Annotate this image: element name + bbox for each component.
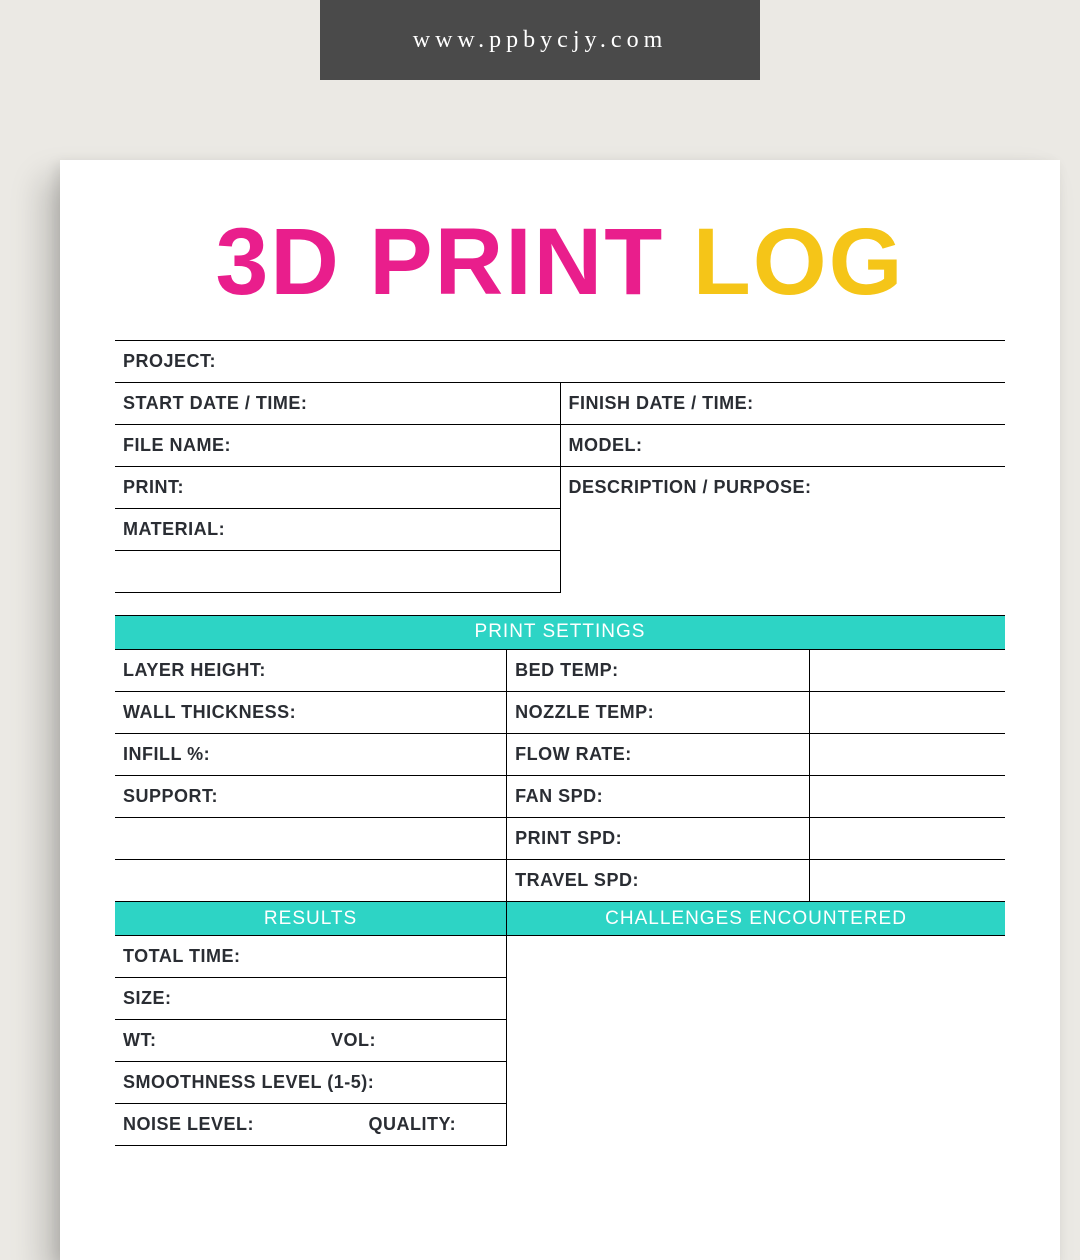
row-project: PROJECT: <box>115 341 1005 383</box>
row-printspd-val <box>809 817 1005 859</box>
page-title: 3D PRINT LOG <box>115 215 1005 310</box>
row-total: TOTAL TIME: <box>115 936 507 978</box>
log-sheet: 3D PRINT LOG PROJECT: START DATE / TIME:… <box>60 160 1060 1260</box>
row-blank3 <box>115 859 507 901</box>
row-printspd: PRINT SPD: <box>507 817 810 859</box>
row-model: MODEL: <box>560 425 1005 467</box>
row-size: SIZE: <box>115 978 507 1020</box>
row-bed: BED TEMP: <box>507 649 810 691</box>
label-material: MATERIAL: <box>123 519 225 539</box>
row-file: FILE NAME: <box>115 425 560 467</box>
row-flow: FLOW RATE: <box>507 733 810 775</box>
challenges-header: CHALLENGES ENCOUNTERED <box>507 902 1005 936</box>
row-print: PRINT: <box>115 467 560 509</box>
label-file: FILE NAME: <box>123 435 231 455</box>
row-nozzle-val <box>809 691 1005 733</box>
url-banner: www.ppbycjy.com <box>320 0 760 80</box>
row-blank1 <box>115 551 560 593</box>
row-layer: LAYER HEIGHT: <box>115 649 507 691</box>
label-noise: NOISE LEVEL: <box>123 1114 254 1135</box>
label-support: SUPPORT: <box>123 786 218 806</box>
row-bed-val <box>809 649 1005 691</box>
label-infill: INFILL %: <box>123 744 210 764</box>
row-material: MATERIAL: <box>115 509 560 551</box>
label-project: PROJECT: <box>123 351 216 371</box>
row-travel: TRAVEL SPD: <box>507 859 810 901</box>
label-flow: FLOW RATE: <box>515 744 632 764</box>
label-smooth: SMOOTHNESS LEVEL (1-5): <box>123 1072 374 1092</box>
label-model: MODEL: <box>569 435 643 455</box>
row-wt-vol: WT: VOL: <box>115 1020 507 1062</box>
label-desc: DESCRIPTION / PURPOSE: <box>569 477 812 497</box>
row-blank2 <box>115 817 507 859</box>
label-fan: FAN SPD: <box>515 786 603 806</box>
results-header: RESULTS <box>115 902 507 936</box>
row-flow-val <box>809 733 1005 775</box>
label-nozzle: NOZZLE TEMP: <box>515 702 654 722</box>
info-table: PROJECT: START DATE / TIME: FINISH DATE … <box>115 340 1005 615</box>
row-nozzle: NOZZLE TEMP: <box>507 691 810 733</box>
label-print: PRINT: <box>123 477 184 497</box>
label-wt: WT: <box>123 1030 156 1051</box>
row-start: START DATE / TIME: <box>115 383 560 425</box>
label-finish: FINISH DATE / TIME: <box>569 393 754 413</box>
label-vol: VOL: <box>331 1030 376 1050</box>
title-part2: LOG <box>693 209 905 315</box>
label-size: SIZE: <box>123 988 172 1008</box>
label-total: TOTAL TIME: <box>123 946 241 966</box>
row-fan-val <box>809 775 1005 817</box>
settings-table: PRINT SETTINGS LAYER HEIGHT: BED TEMP: W… <box>115 615 1005 902</box>
row-fan: FAN SPD: <box>507 775 810 817</box>
row-support: SUPPORT: <box>115 775 507 817</box>
row-infill: INFILL %: <box>115 733 507 775</box>
row-travel-val <box>809 859 1005 901</box>
row-desc: DESCRIPTION / PURPOSE: <box>560 467 1005 593</box>
settings-header: PRINT SETTINGS <box>115 615 1005 649</box>
title-part1: 3D PRINT <box>215 209 664 315</box>
challenges-area <box>507 936 1005 1146</box>
row-noise-quality: NOISE LEVEL: QUALITY: <box>115 1104 507 1146</box>
label-wall: WALL THICKNESS: <box>123 702 296 722</box>
results-table: RESULTS CHALLENGES ENCOUNTERED TOTAL TIM… <box>115 901 1005 1146</box>
label-quality: QUALITY: <box>368 1114 456 1134</box>
banner-url: www.ppbycjy.com <box>413 27 668 54</box>
row-wall: WALL THICKNESS: <box>115 691 507 733</box>
label-layer: LAYER HEIGHT: <box>123 660 266 680</box>
label-bed: BED TEMP: <box>515 660 619 680</box>
label-travel: TRAVEL SPD: <box>515 870 639 890</box>
row-finish: FINISH DATE / TIME: <box>560 383 1005 425</box>
label-printspd: PRINT SPD: <box>515 828 622 848</box>
label-start: START DATE / TIME: <box>123 393 307 413</box>
row-smooth: SMOOTHNESS LEVEL (1-5): <box>115 1062 507 1104</box>
